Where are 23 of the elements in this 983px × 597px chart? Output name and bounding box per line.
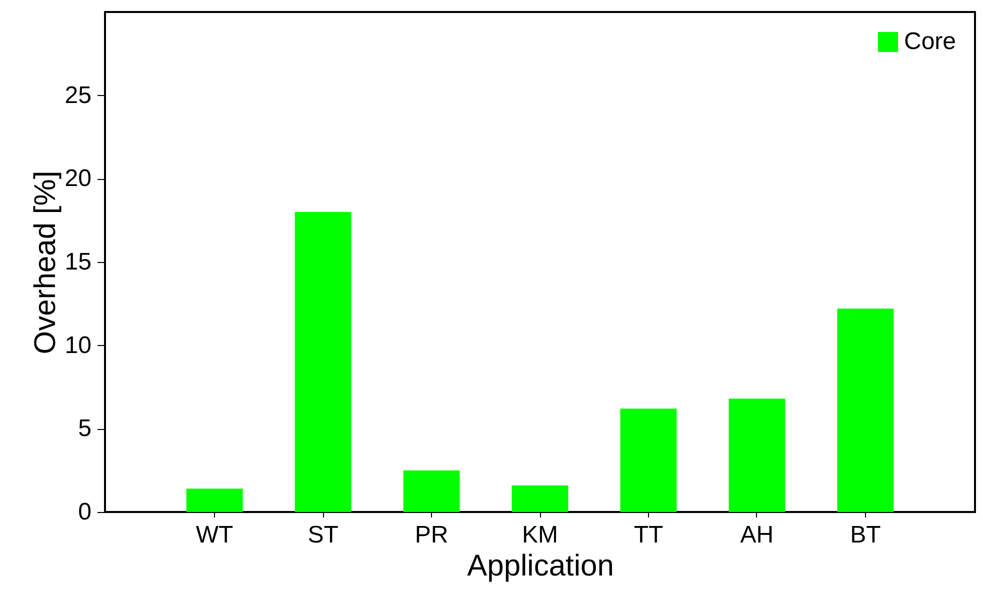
x-tick-label: TT [634,522,664,548]
bar [512,485,568,512]
x-tick-label: AH [740,522,774,548]
y-tick-label: 15 [64,248,92,276]
y-tick-label: 10 [64,332,92,359]
x-tick-label: ST [308,522,339,548]
y-tick-label: 25 [64,82,92,109]
x-axis-title: Application [467,550,614,582]
y-tick-label: 0 [78,498,92,526]
bar [620,408,677,512]
bar [294,212,352,512]
x-tick-label: PR [414,522,448,548]
x-tick-label: BT [850,522,882,548]
y-tick-label: 5 [78,415,92,442]
legend-label: Core [904,28,956,55]
bar [403,470,460,512]
x-tick-label: WT [196,522,234,548]
y-tick-label: 20 [64,165,92,192]
bar [837,308,894,512]
bar [186,488,243,512]
x-tick-label: KM [522,522,558,548]
bar [728,398,786,512]
y-axis-title: Overhead [%] [28,170,62,354]
